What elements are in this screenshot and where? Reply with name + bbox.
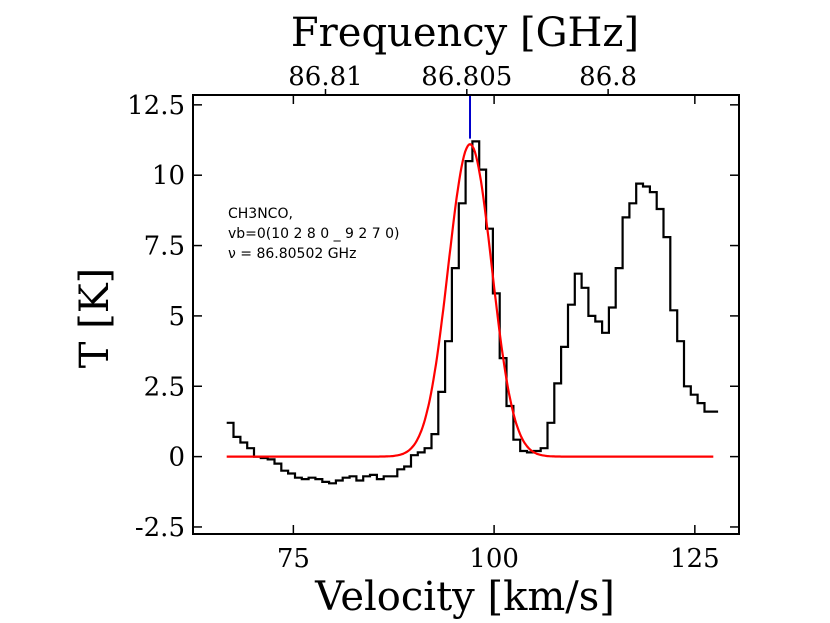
plot-frame: [192, 94, 740, 535]
x-tick-label: 100: [469, 544, 519, 574]
annotation-species: CH3NCO,: [228, 206, 293, 222]
y-tick-label: 2.5: [144, 372, 185, 402]
y-axis-label: T [K]: [72, 268, 118, 369]
annotation-transition: vb=0(10 2 8 0 _ 9 2 7 0): [228, 226, 400, 242]
line-annotation: CH3NCO, vb=0(10 2 8 0 _ 9 2 7 0) ν = 86.…: [228, 206, 400, 262]
x-axis-label: Velocity [km/s]: [314, 574, 615, 620]
x-tick-label: 125: [670, 544, 720, 574]
top-tick-label: 86.805: [421, 62, 512, 92]
top-axis-title: Frequency [GHz]: [291, 10, 639, 56]
y-tick-label: 0: [168, 443, 185, 473]
annotation-frequency: ν = 86.80502 GHz: [228, 246, 356, 262]
top-tick-label: 86.8: [579, 62, 637, 92]
y-tick-label: 10: [152, 161, 185, 191]
gaussian-fit-line: [226, 143, 714, 458]
top-tick-label: 86.81: [288, 62, 362, 92]
observed-spectrum-line: [226, 140, 719, 485]
x-tick-label: 75: [277, 544, 310, 574]
y-tick-label: -2.5: [135, 513, 185, 543]
y-tick-label: 12.5: [127, 91, 185, 121]
y-tick-label: 7.5: [144, 232, 185, 262]
y-tick-label: 5: [168, 302, 185, 332]
